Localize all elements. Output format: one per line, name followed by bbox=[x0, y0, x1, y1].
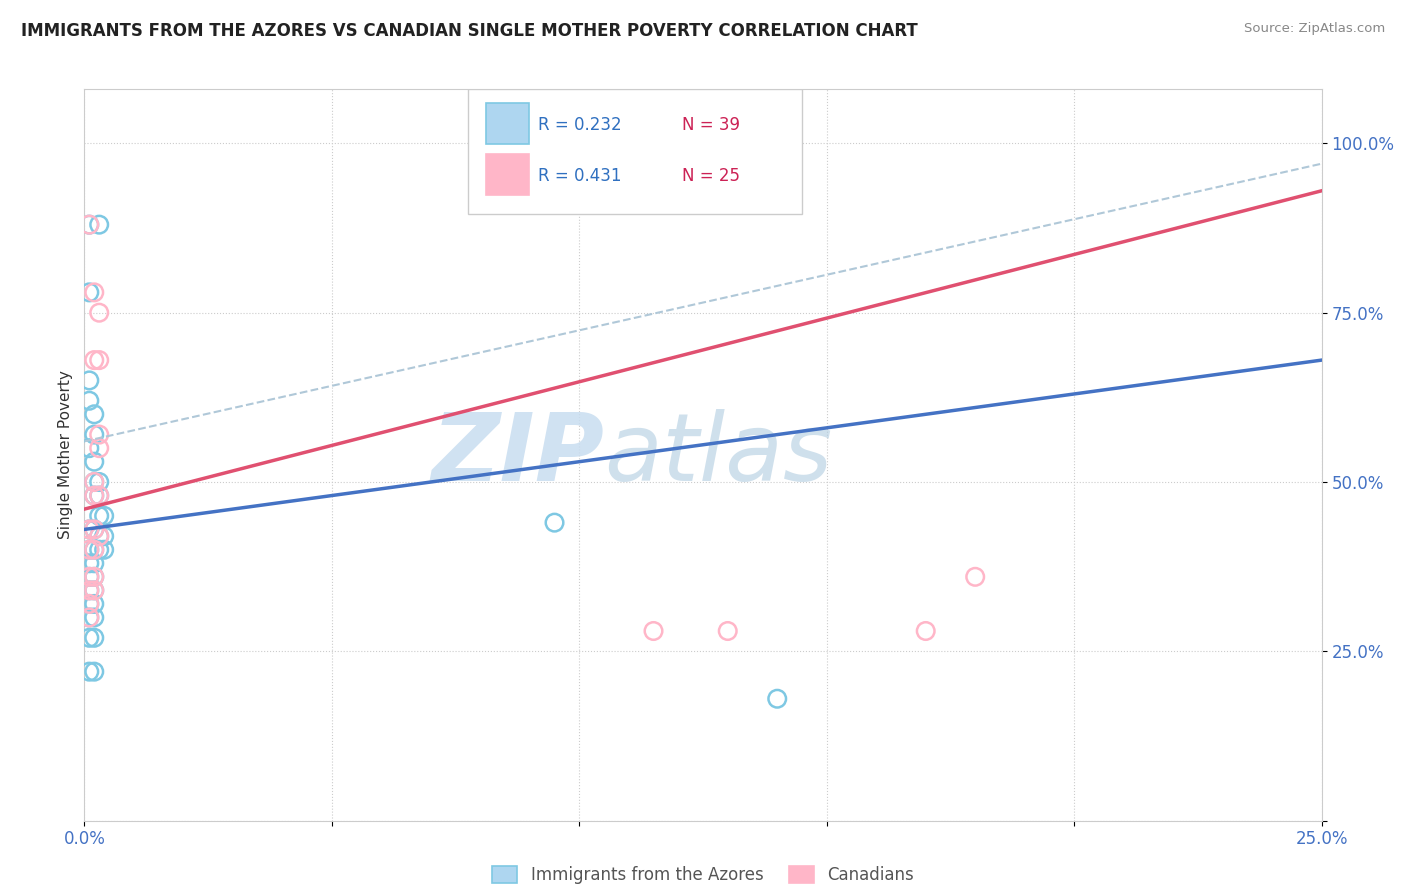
FancyBboxPatch shape bbox=[468, 89, 801, 213]
Point bbox=[914, 624, 936, 638]
Point bbox=[79, 631, 101, 645]
Point bbox=[83, 455, 105, 469]
Point bbox=[79, 285, 101, 300]
Point bbox=[89, 529, 111, 543]
Point bbox=[83, 583, 105, 598]
Point bbox=[79, 610, 101, 624]
Point bbox=[89, 508, 111, 523]
Point bbox=[83, 542, 105, 557]
Point bbox=[79, 665, 101, 679]
Point bbox=[83, 665, 105, 679]
Point bbox=[79, 218, 101, 232]
FancyBboxPatch shape bbox=[486, 154, 529, 195]
Point bbox=[89, 475, 111, 489]
Point bbox=[89, 441, 111, 455]
Point bbox=[79, 610, 101, 624]
Text: R = 0.232: R = 0.232 bbox=[538, 116, 621, 134]
Point bbox=[83, 475, 105, 489]
Point bbox=[83, 285, 105, 300]
Point bbox=[79, 583, 101, 598]
Point bbox=[83, 489, 105, 503]
Point bbox=[83, 556, 105, 570]
Point bbox=[79, 523, 101, 537]
Point bbox=[79, 583, 101, 598]
Point bbox=[79, 570, 101, 584]
FancyBboxPatch shape bbox=[486, 103, 529, 144]
Point bbox=[83, 523, 105, 537]
Point bbox=[89, 353, 111, 368]
Point bbox=[79, 597, 101, 611]
Point bbox=[83, 353, 105, 368]
Point bbox=[89, 427, 111, 442]
Point bbox=[83, 489, 105, 503]
Text: N = 39: N = 39 bbox=[682, 116, 740, 134]
Point bbox=[643, 624, 665, 638]
Point bbox=[83, 610, 105, 624]
Point bbox=[83, 570, 105, 584]
Text: N = 25: N = 25 bbox=[682, 167, 740, 186]
Legend: Immigrants from the Azores, Canadians: Immigrants from the Azores, Canadians bbox=[484, 858, 922, 892]
Point bbox=[79, 570, 101, 584]
Point bbox=[83, 407, 105, 421]
Point bbox=[93, 508, 115, 523]
Point bbox=[83, 542, 105, 557]
Point bbox=[83, 597, 105, 611]
Text: IMMIGRANTS FROM THE AZORES VS CANADIAN SINGLE MOTHER POVERTY CORRELATION CHART: IMMIGRANTS FROM THE AZORES VS CANADIAN S… bbox=[21, 22, 918, 40]
Point bbox=[89, 489, 111, 503]
Text: R = 0.431: R = 0.431 bbox=[538, 167, 621, 186]
Y-axis label: Single Mother Poverty: Single Mother Poverty bbox=[58, 370, 73, 540]
Point bbox=[83, 583, 105, 598]
Point bbox=[79, 373, 101, 387]
Point bbox=[766, 691, 789, 706]
Point bbox=[79, 441, 101, 455]
Point bbox=[89, 489, 111, 503]
Point bbox=[543, 516, 565, 530]
Point bbox=[83, 427, 105, 442]
Point bbox=[83, 475, 105, 489]
Point bbox=[93, 529, 115, 543]
Point bbox=[89, 306, 111, 320]
Point bbox=[79, 218, 101, 232]
Point bbox=[79, 556, 101, 570]
Point bbox=[83, 570, 105, 584]
Point bbox=[89, 218, 111, 232]
Point bbox=[83, 631, 105, 645]
Point bbox=[93, 542, 115, 557]
Point bbox=[89, 529, 111, 543]
Text: atlas: atlas bbox=[605, 409, 832, 500]
Point bbox=[89, 542, 111, 557]
Point bbox=[79, 523, 101, 537]
Point bbox=[717, 624, 740, 638]
Text: ZIP: ZIP bbox=[432, 409, 605, 501]
Point bbox=[79, 542, 101, 557]
Text: Source: ZipAtlas.com: Source: ZipAtlas.com bbox=[1244, 22, 1385, 36]
Point bbox=[83, 523, 105, 537]
Point bbox=[79, 393, 101, 408]
Point bbox=[965, 570, 987, 584]
Point bbox=[79, 597, 101, 611]
Point bbox=[79, 542, 101, 557]
